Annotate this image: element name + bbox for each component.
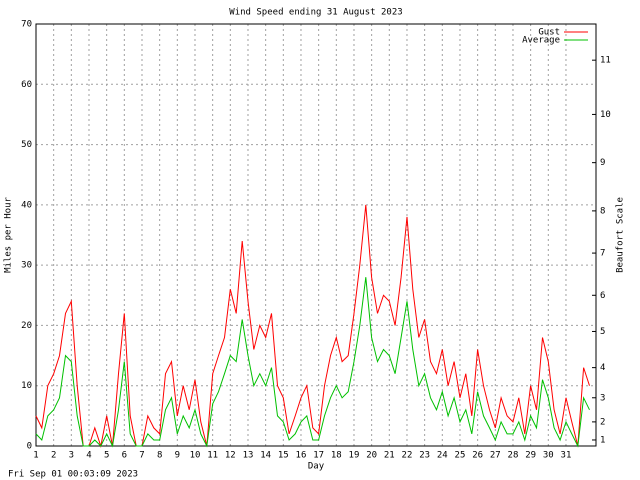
chart-title: Wind Speed ending 31 August 2023 bbox=[229, 8, 402, 18]
x-tick-label: 18 bbox=[331, 451, 342, 461]
x-tick-label: 19 bbox=[349, 451, 360, 461]
x-tick-label: 28 bbox=[508, 451, 519, 461]
x-tick-label: 26 bbox=[472, 451, 483, 461]
x-tick-label: 17 bbox=[313, 451, 324, 461]
y2-tick-label: 4 bbox=[600, 363, 605, 373]
x-tick-label: 25 bbox=[455, 451, 466, 461]
x-tick-label: 21 bbox=[384, 451, 395, 461]
y2-tick-label: 2 bbox=[600, 417, 605, 427]
y2-tick-label: 1 bbox=[600, 435, 605, 445]
x-tick-label: 23 bbox=[419, 451, 430, 461]
y2-tick-label: 7 bbox=[600, 249, 605, 259]
y-tick-label: 70 bbox=[21, 20, 32, 30]
y2-tick-label: 5 bbox=[600, 327, 605, 337]
x-tick-label: 2 bbox=[51, 451, 56, 461]
x-tick-label: 15 bbox=[278, 451, 289, 461]
x-tick-label: 6 bbox=[122, 451, 127, 461]
x-tick-label: 22 bbox=[402, 451, 413, 461]
x-tick-label: 31 bbox=[561, 451, 572, 461]
x-tick-label: 9 bbox=[175, 451, 180, 461]
y-tick-label: 50 bbox=[21, 140, 32, 150]
x-tick-label: 24 bbox=[437, 451, 448, 461]
x-tick-label: 10 bbox=[190, 451, 201, 461]
x-tick-label: 7 bbox=[139, 451, 144, 461]
x-tick-label: 30 bbox=[543, 451, 554, 461]
y2-tick-label: 8 bbox=[600, 206, 605, 216]
series-line bbox=[35, 277, 590, 448]
legend-label: Average bbox=[522, 36, 560, 46]
x-tick-label: 5 bbox=[104, 451, 109, 461]
x-tick-label: 27 bbox=[490, 451, 501, 461]
x-tick-label: 1 bbox=[33, 451, 38, 461]
legend-label: Gust bbox=[538, 28, 560, 38]
y-tick-label: 10 bbox=[21, 381, 32, 391]
x-tick-label: 12 bbox=[225, 451, 236, 461]
x-tick-label: 29 bbox=[525, 451, 536, 461]
x-tick-label: 8 bbox=[157, 451, 162, 461]
x-tick-label: 14 bbox=[260, 451, 271, 461]
y-tick-label: 40 bbox=[21, 200, 32, 210]
y2-tick-label: 3 bbox=[600, 393, 605, 403]
y2-tick-label: 10 bbox=[600, 110, 611, 120]
x-tick-label: 20 bbox=[366, 451, 377, 461]
y-tick-label: 20 bbox=[21, 321, 32, 331]
y-tick-label: 30 bbox=[21, 261, 32, 271]
series-line bbox=[35, 204, 590, 448]
y-tick-label: 0 bbox=[27, 442, 32, 452]
x-tick-label: 13 bbox=[243, 451, 254, 461]
footer: Fri Sep 01 00:03:09 2023 bbox=[8, 470, 138, 480]
plot-frame bbox=[35, 23, 597, 447]
x-tick-label: 4 bbox=[86, 451, 91, 461]
y-tick-label: 60 bbox=[21, 80, 32, 90]
y2-tick-label: 6 bbox=[600, 291, 605, 301]
y2-tick-label: 11 bbox=[600, 56, 611, 66]
y2-tick-label: 9 bbox=[600, 158, 605, 168]
y-axis-label: Miles per Hour bbox=[4, 196, 14, 272]
x-tick-label: 11 bbox=[207, 451, 218, 461]
x-tick-label: 16 bbox=[296, 451, 307, 461]
y2-axis-label: Beaufort Scale bbox=[616, 197, 626, 273]
x-axis-label: Day bbox=[308, 462, 325, 472]
x-tick-label: 3 bbox=[69, 451, 74, 461]
